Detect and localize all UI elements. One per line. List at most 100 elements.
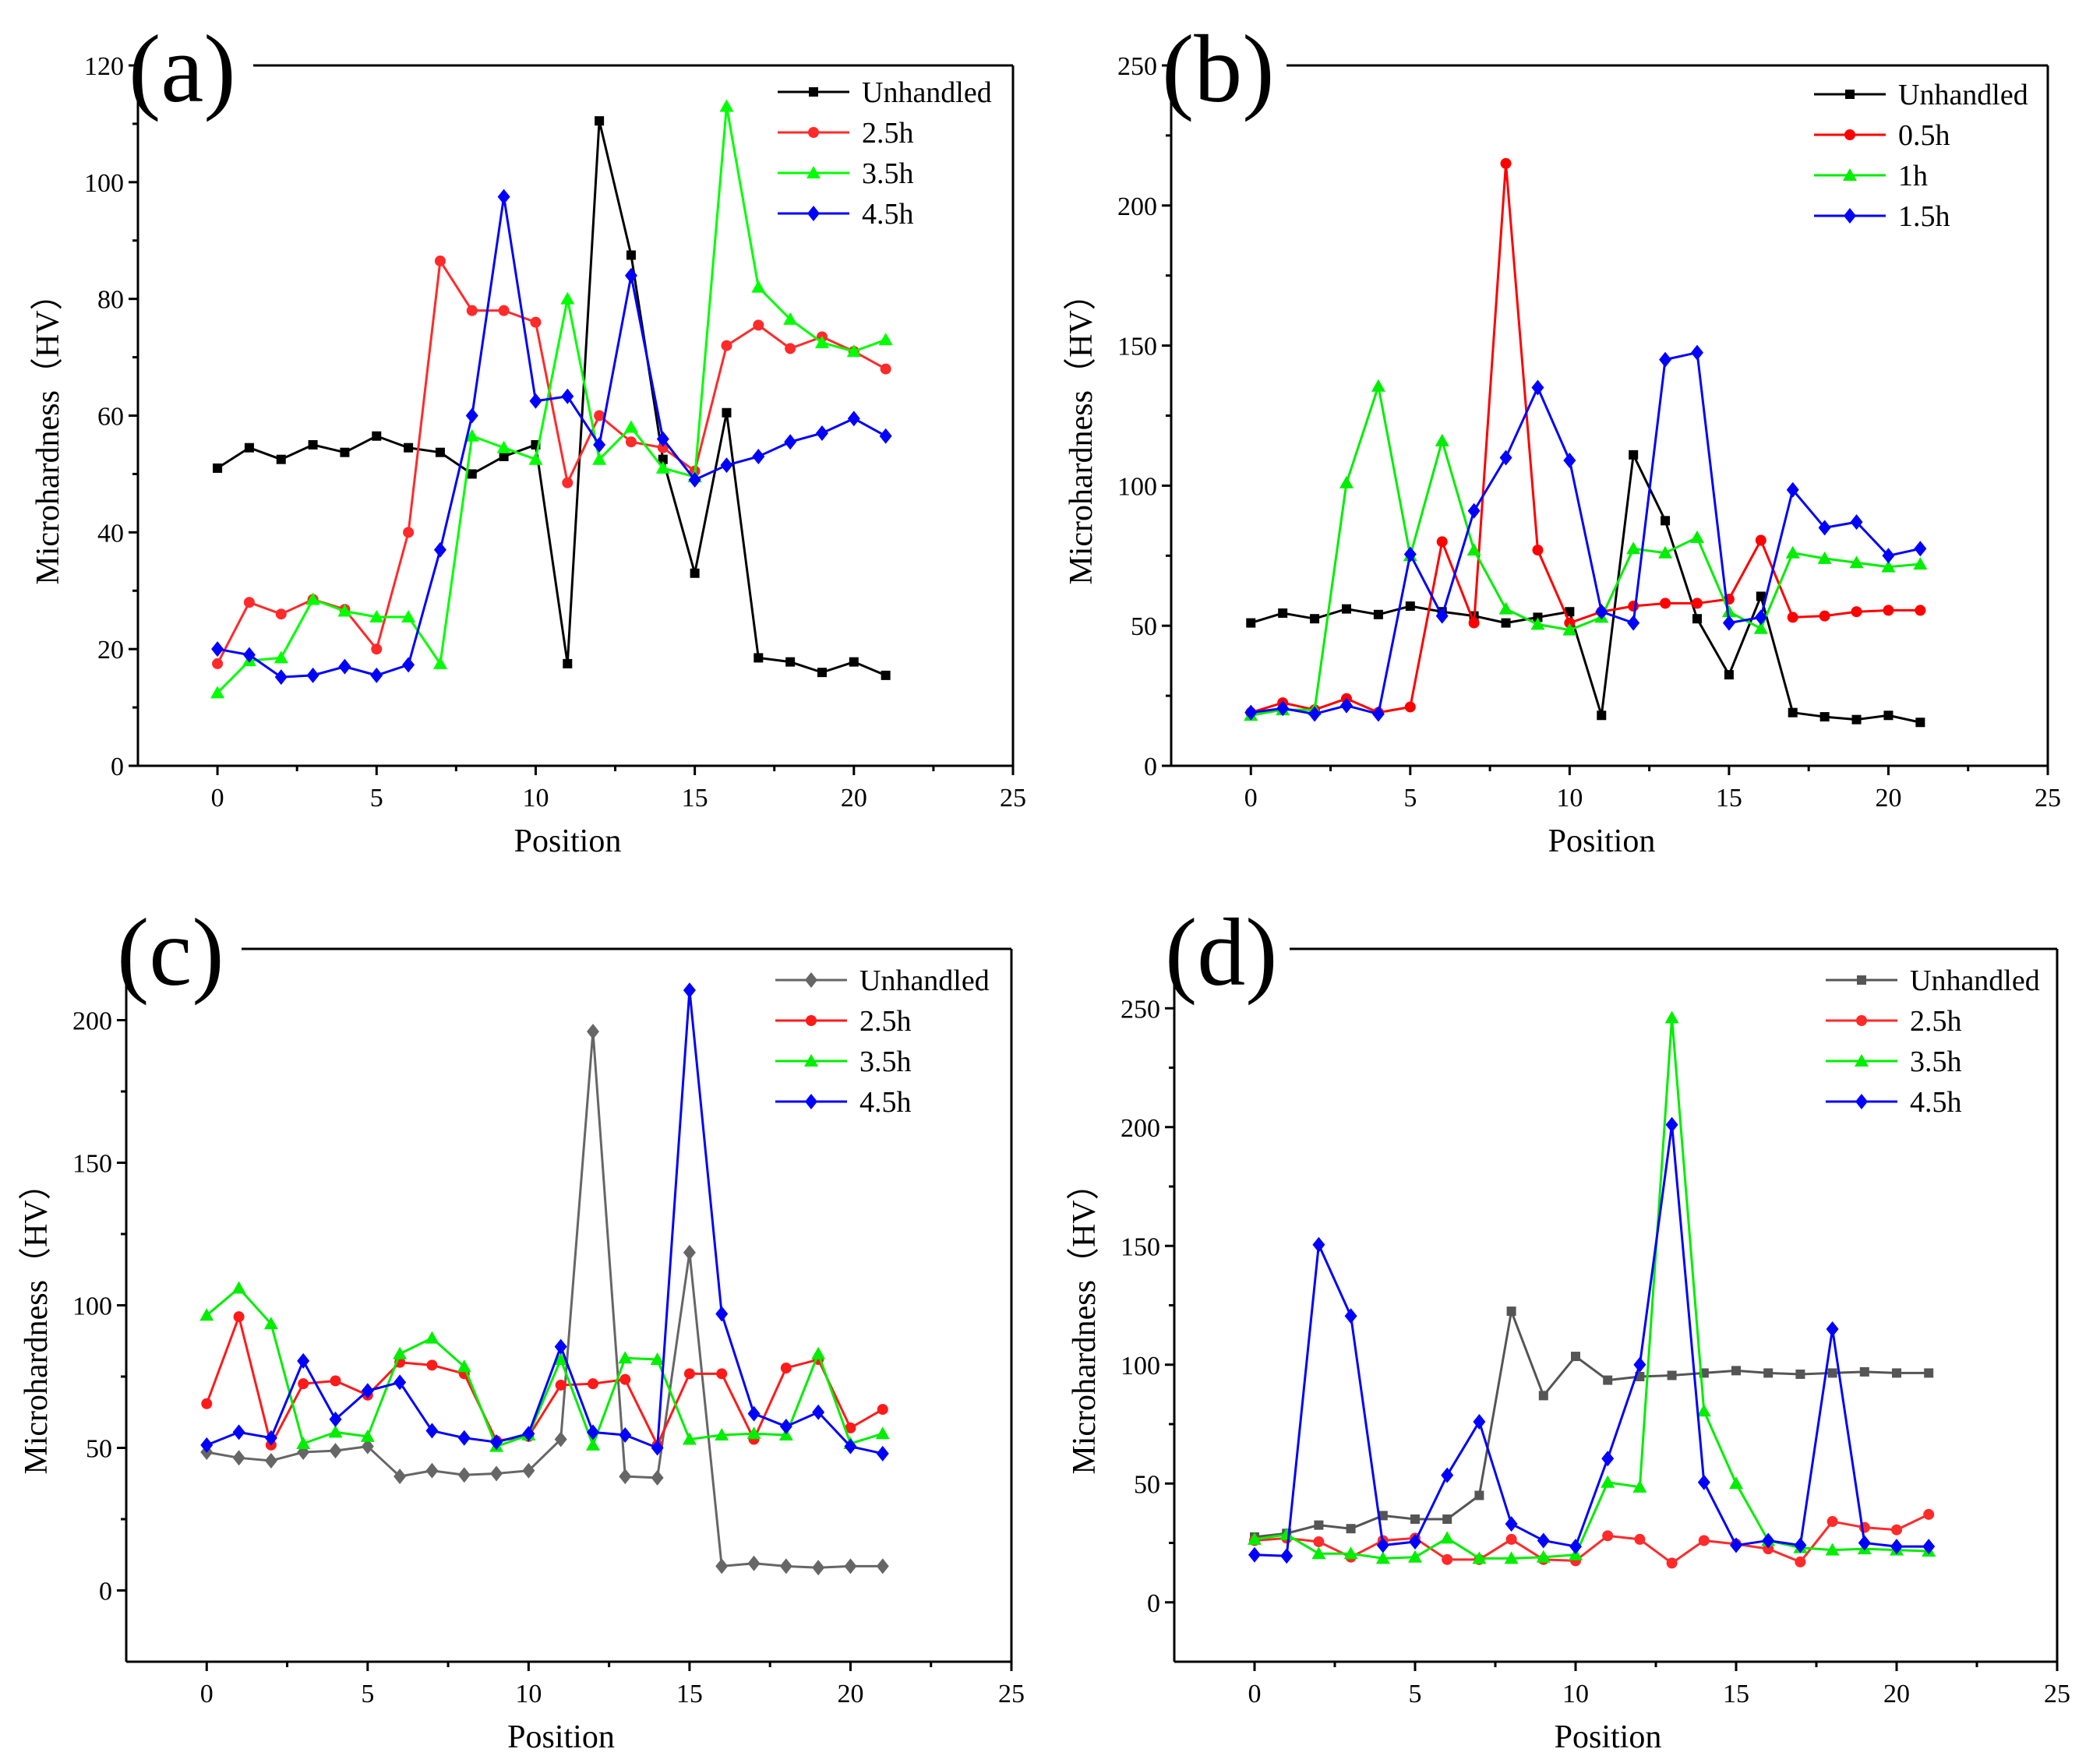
data-point — [1731, 1366, 1741, 1376]
legend-entry: 4.5h — [775, 1086, 912, 1119]
legend-marker — [1855, 1094, 1868, 1109]
legend-entry: Unhandled — [1814, 79, 2028, 111]
data-point — [1562, 622, 1577, 636]
x-tick-label: 25 — [1000, 784, 1026, 813]
data-point — [467, 469, 477, 479]
data-point — [425, 1462, 439, 1479]
data-point — [1628, 601, 1639, 612]
data-point — [1440, 1531, 1455, 1544]
y-tick-label: 20 — [97, 636, 124, 665]
data-point — [1435, 608, 1449, 624]
data-point — [753, 319, 764, 331]
panel-label: (c) — [117, 899, 224, 1006]
data-point — [586, 1024, 599, 1040]
data-point — [876, 1445, 889, 1462]
y-tick-label: 250 — [1121, 995, 1160, 1024]
series-line — [1254, 1123, 1929, 1557]
series-line — [217, 104, 887, 694]
data-point — [1346, 1524, 1356, 1534]
data-point — [1788, 707, 1798, 718]
data-point — [811, 1346, 826, 1359]
data-point — [276, 454, 286, 464]
data-point — [623, 420, 638, 433]
data-point — [1537, 1532, 1550, 1549]
x-tick-label: 10 — [515, 1680, 542, 1708]
legend-label: Unhandled — [862, 76, 992, 109]
data-point — [1753, 621, 1768, 634]
data-point — [1405, 601, 1415, 612]
data-point — [1692, 614, 1702, 624]
data-point — [1505, 1516, 1518, 1532]
x-axis-title: Position — [507, 1719, 615, 1755]
data-point — [719, 99, 734, 112]
data-point — [587, 1378, 598, 1390]
data-point — [879, 428, 892, 444]
legend-label: 2.5h — [859, 1005, 912, 1038]
data-point — [683, 1244, 696, 1261]
data-point — [779, 1419, 792, 1435]
data-point — [618, 1351, 633, 1364]
panel-label: (a) — [129, 16, 236, 122]
data-point — [1819, 712, 1830, 722]
data-point — [1499, 450, 1512, 466]
data-point — [1538, 1391, 1548, 1401]
data-point — [593, 436, 606, 453]
data-point — [1667, 1370, 1677, 1380]
series-1.5h — [1244, 344, 1927, 722]
x-tick-label: 25 — [2044, 1680, 2070, 1708]
data-point — [651, 1440, 664, 1456]
data-point — [754, 653, 764, 663]
series-4.5h — [1248, 1116, 1936, 1564]
y-tick-label: 150 — [1117, 333, 1157, 361]
x-axis-title: Position — [514, 823, 622, 859]
data-point — [1595, 604, 1608, 620]
data-point — [1659, 351, 1672, 368]
y-tick-label: 200 — [1121, 1114, 1160, 1143]
legend-entry: 4.5h — [778, 198, 914, 231]
data-point — [201, 1398, 213, 1409]
data-point — [1376, 1537, 1389, 1553]
data-point — [435, 447, 445, 457]
data-point — [1721, 605, 1736, 618]
data-point — [1473, 1413, 1486, 1430]
data-point — [275, 608, 287, 620]
data-point — [337, 604, 352, 617]
data-point — [1371, 706, 1385, 722]
data-point — [263, 1317, 278, 1330]
panel-label: (b) — [1162, 16, 1275, 122]
data-point — [529, 393, 542, 409]
series-line — [1251, 385, 1921, 717]
data-point — [1343, 1546, 1358, 1560]
data-point — [496, 440, 511, 453]
data-point — [434, 255, 446, 266]
legend-label: 0.5h — [1898, 119, 1950, 152]
data-point — [1442, 1514, 1452, 1524]
y-tick-label: 120 — [84, 52, 124, 81]
data-point — [1504, 1551, 1519, 1564]
data-point — [1340, 697, 1353, 714]
data-point — [1883, 710, 1894, 721]
data-point — [213, 463, 223, 473]
data-point — [1276, 700, 1290, 717]
x-tick-label: 10 — [522, 784, 549, 813]
data-point — [1531, 379, 1544, 396]
x-tick-label: 5 — [1409, 1680, 1422, 1708]
data-point — [528, 452, 543, 465]
data-point — [651, 1469, 664, 1486]
data-point — [619, 1469, 632, 1485]
data-point — [592, 452, 607, 465]
data-point — [464, 428, 479, 442]
legend-entry: Unhandled — [1826, 964, 2040, 997]
data-point — [1851, 714, 1862, 725]
chart-panel-3: 0 5 10 15 20 25 0 50 100 150 200 Position Microhardn… — [19, 899, 1025, 1755]
data-point — [404, 443, 414, 453]
data-point — [1442, 1553, 1453, 1565]
series-line — [1254, 1016, 1929, 1560]
data-point — [497, 189, 510, 205]
data-point — [1915, 718, 1925, 728]
data-point — [1339, 475, 1354, 488]
data-point — [1787, 612, 1798, 623]
data-point — [369, 609, 384, 622]
data-point — [211, 641, 224, 658]
data-point — [329, 1411, 342, 1427]
